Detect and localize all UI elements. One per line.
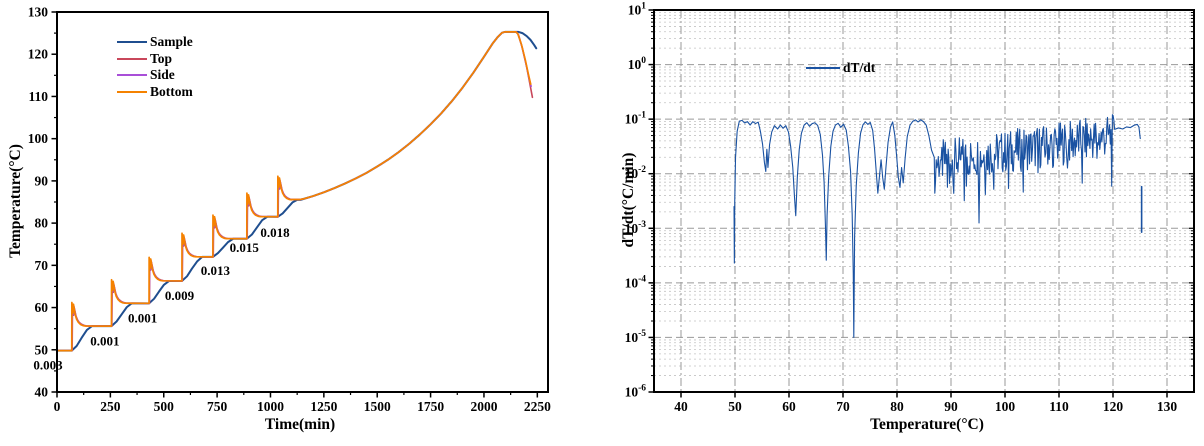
x-tick-label: 90 — [944, 399, 958, 414]
dtdt-line-swatch — [806, 67, 840, 70]
x-tick-label: 80 — [890, 399, 904, 414]
x-tick-label: 1750 — [417, 399, 444, 414]
y-tick-label: 130 — [28, 5, 49, 20]
sample-line-swatch — [117, 41, 147, 44]
x-tick-label: 70 — [836, 399, 850, 414]
rate-annotation: 0.013 — [201, 263, 231, 278]
y-tick-label: 80 — [35, 216, 49, 231]
left-legend: Sample Top Side Bottom — [117, 35, 193, 99]
x-tick-label: 130 — [1157, 399, 1178, 414]
y-tick-label: 10-2 — [625, 165, 647, 181]
y-tick-label: 10-5 — [625, 329, 647, 345]
rate-annotation: 0.001 — [90, 333, 119, 348]
legend-label-top: Top — [150, 50, 173, 66]
x-tick-label: 40 — [674, 399, 688, 414]
legend-entry-side: Side — [117, 68, 193, 83]
legend-entry-sample: Sample — [117, 35, 193, 50]
y-tick-label: 50 — [35, 342, 49, 357]
x-tick-label: 100 — [995, 399, 1016, 414]
rate-annotation: 0.001 — [128, 311, 157, 326]
x-tick-label: 1000 — [257, 399, 284, 414]
legend-entry-top: Top — [117, 50, 193, 67]
y-tick-label: 110 — [28, 89, 48, 104]
legend-label-side: Side — [150, 67, 175, 83]
x-tick-label: 2250 — [524, 399, 551, 414]
x-tick-label: 1500 — [364, 399, 391, 414]
side-line-swatch — [117, 74, 147, 77]
y-tick-label: 60 — [35, 300, 49, 315]
bottom-line-swatch — [117, 90, 147, 93]
x-tick-label: 2000 — [470, 399, 497, 414]
x-tick-label: 1250 — [310, 399, 337, 414]
series-bottom — [56, 30, 532, 352]
y-tick-label: 10-3 — [625, 220, 647, 236]
left-y-axis-title: Temperature(°C) — [7, 144, 24, 258]
right-legend: dT/dt — [806, 61, 875, 76]
y-tick-label: 70 — [35, 258, 49, 273]
y-tick-label: 10-1 — [625, 111, 647, 127]
y-tick-label: 101 — [628, 2, 647, 18]
y-tick-label: 100 — [628, 56, 647, 72]
legend-label-bottom: Bottom — [150, 83, 193, 99]
rate-annotation: 0.018 — [260, 225, 290, 240]
x-tick-label: 750 — [207, 399, 228, 414]
series-dtdt — [733, 114, 1141, 338]
x-tick-label: 50 — [728, 399, 742, 414]
x-tick-label: 110 — [1049, 399, 1069, 414]
rate-annotation: 0.003 — [33, 357, 63, 372]
x-tick-label: 250 — [100, 399, 121, 414]
legend-entry-bottom: Bottom — [117, 83, 193, 100]
legend-label-sample: Sample — [150, 34, 193, 50]
y-tick-label: 90 — [35, 173, 49, 188]
top-line-swatch — [117, 57, 147, 60]
left-x-axis-title: Time(min) — [264, 416, 336, 433]
x-tick-label: 500 — [154, 399, 175, 414]
y-tick-label: 40 — [35, 385, 49, 400]
dtdt-temperature-chart: 40 50 60 70 80 90 100 110 120 130 101 100 10-1 10-2 10… — [625, 2, 1195, 414]
legend-label-dtdt: dT/dt — [843, 60, 876, 76]
x-tick-label: 120 — [1103, 399, 1124, 414]
x-tick-label: 0 — [54, 399, 61, 414]
y-tick-label: 100 — [28, 131, 49, 146]
y-tick-label: 10-6 — [625, 384, 647, 400]
y-tick-label: 10-4 — [625, 274, 647, 290]
legend-entry-dtdt: dT/dt — [806, 61, 875, 76]
right-y-axis-title: dT/dt(°C/min) — [620, 152, 637, 248]
right-plot-frame — [653, 9, 1195, 393]
temperature-time-chart: 0 250 500 750 1000 1250 1500 1750 2000 2250 40 50 60… — [28, 5, 551, 415]
rate-annotation: 0.009 — [165, 288, 195, 303]
rate-annotation: 0.015 — [230, 240, 260, 255]
y-tick-label: 120 — [28, 47, 49, 62]
x-tick-label: 60 — [782, 399, 796, 414]
right-x-axis-title: Temperature(°C) — [870, 416, 984, 433]
